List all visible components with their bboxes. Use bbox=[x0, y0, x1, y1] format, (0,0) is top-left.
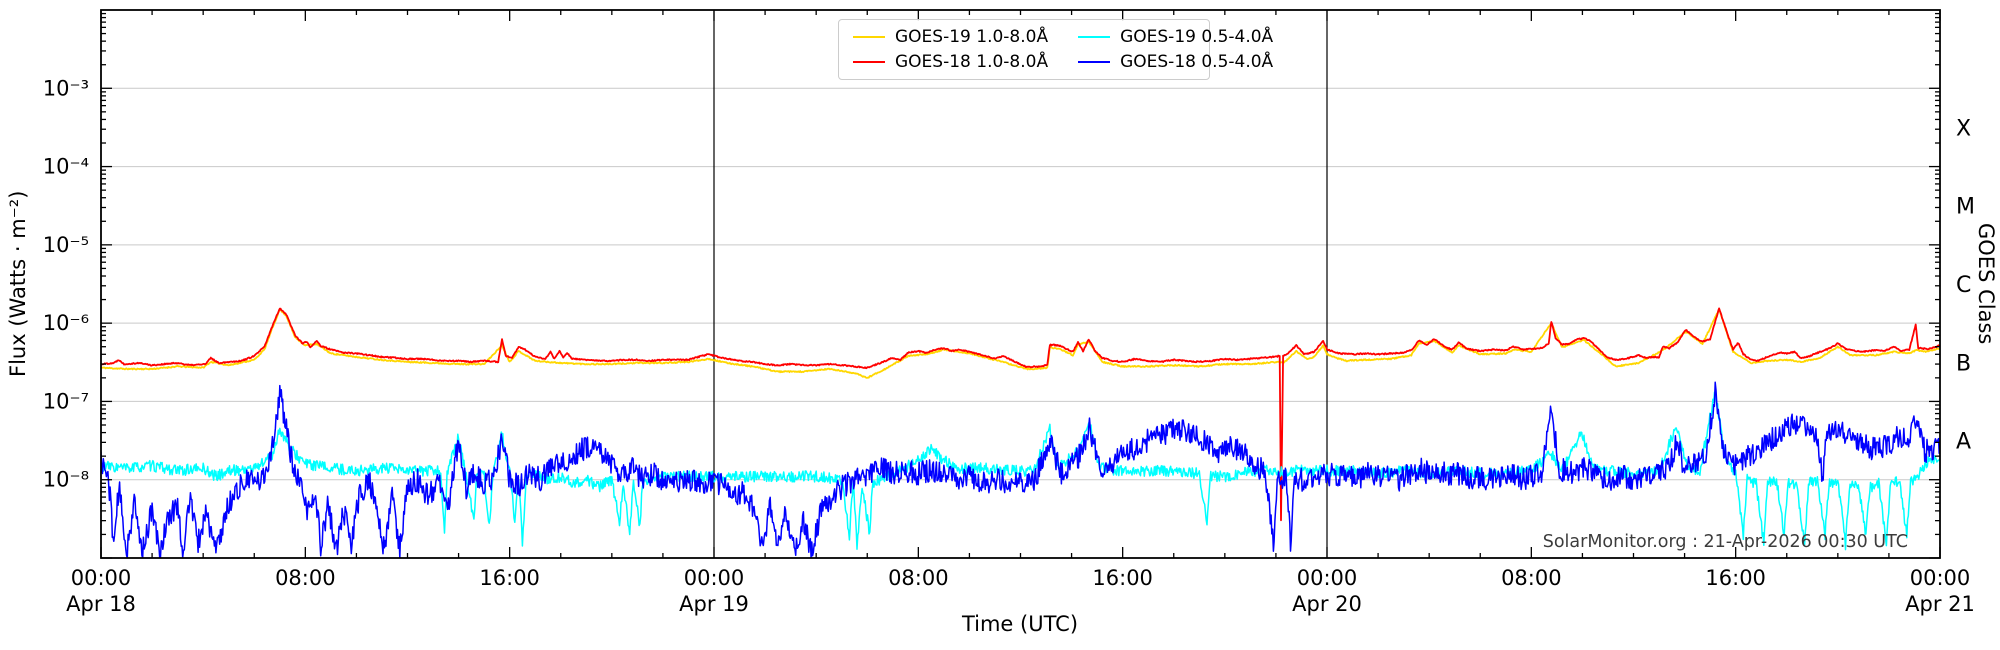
svg-text:B: B bbox=[1956, 351, 1971, 376]
svg-text:00:00: 00:00 bbox=[71, 566, 132, 590]
svg-text:16:00: 16:00 bbox=[1092, 566, 1153, 590]
svg-text:08:00: 08:00 bbox=[888, 566, 949, 590]
legend-line-swatch-goes19-short bbox=[1078, 35, 1111, 39]
svg-text:10⁻⁷: 10⁻⁷ bbox=[43, 389, 89, 413]
svg-text:10⁻³: 10⁻³ bbox=[43, 76, 89, 100]
legend-entry: GOES-18 0.5-4.0Å bbox=[1078, 51, 1273, 73]
goes-class-labels: X M C B A bbox=[1956, 116, 1975, 454]
date-label: Apr 20 bbox=[1292, 592, 1362, 616]
svg-text:A: A bbox=[1956, 430, 1971, 455]
series-line-GOES-19 1.0-8.0Å bbox=[101, 308, 1940, 379]
legend-label: GOES-18 1.0-8.0Å bbox=[895, 52, 1049, 72]
svg-text:10⁻⁴: 10⁻⁴ bbox=[43, 155, 89, 179]
y-axis-title: Flux (Watts · m⁻²) bbox=[6, 190, 30, 378]
legend-line-swatch-goes18-long bbox=[853, 60, 885, 64]
svg-text:C: C bbox=[1956, 273, 1971, 298]
svg-text:10⁻⁵: 10⁻⁵ bbox=[43, 233, 89, 257]
svg-text:10⁻⁶: 10⁻⁶ bbox=[43, 311, 89, 335]
y-axis-title-right: GOES Class bbox=[1974, 223, 1998, 345]
svg-text:16:00: 16:00 bbox=[1705, 566, 1766, 590]
svg-text:08:00: 08:00 bbox=[1501, 566, 1562, 590]
series-line-GOES-18 1.0-8.0Å bbox=[101, 307, 1940, 522]
series-lines bbox=[101, 307, 1940, 558]
legend-label: GOES-19 0.5-4.0Å bbox=[1120, 27, 1274, 47]
svg-text:00:00: 00:00 bbox=[1910, 566, 1971, 590]
axis-ticks bbox=[100, 10, 1941, 559]
svg-text:00:00: 00:00 bbox=[684, 566, 745, 590]
date-label: Apr 18 bbox=[66, 592, 136, 616]
svg-text:08:00: 08:00 bbox=[275, 566, 336, 590]
svg-text:16:00: 16:00 bbox=[479, 566, 540, 590]
y-tick-labels: 10⁻³ 10⁻⁴ 10⁻⁵ 10⁻⁶ 10⁻⁷ 10⁻⁸ bbox=[43, 76, 89, 491]
legend-label: GOES-19 1.0-8.0Å bbox=[895, 27, 1049, 47]
svg-text:00:00: 00:00 bbox=[1297, 566, 1358, 590]
svg-text:X: X bbox=[1956, 116, 1971, 141]
x-axis-title: Time (UTC) bbox=[961, 612, 1079, 636]
gridlines bbox=[101, 87, 1940, 481]
legend: GOES-19 1.0-8.0Å GOES-18 1.0-8.0Å GOES-1… bbox=[838, 19, 1273, 80]
legend-entry: GOES-18 1.0-8.0Å bbox=[853, 51, 1048, 73]
series-line-GOES-18 0.5-4.0Å bbox=[101, 381, 1940, 558]
watermark-text: SolarMonitor.org : 21-Apr-2026 00:30 UTC bbox=[1543, 532, 1908, 552]
date-label: Apr 19 bbox=[679, 592, 749, 616]
legend-entry: GOES-19 0.5-4.0Å bbox=[1078, 26, 1273, 48]
svg-text:10⁻⁸: 10⁻⁸ bbox=[43, 468, 89, 492]
legend-line-swatch-goes18-short bbox=[1078, 60, 1111, 64]
legend-label: GOES-18 0.5-4.0Å bbox=[1120, 52, 1274, 72]
legend-line-swatch-goes19-long bbox=[853, 35, 885, 39]
date-label: Apr 21 bbox=[1905, 592, 1975, 616]
series-line-GOES-19 0.5-4.0Å bbox=[101, 391, 1940, 551]
legend-entry: GOES-19 1.0-8.0Å bbox=[853, 26, 1048, 48]
svg-text:M: M bbox=[1956, 195, 1975, 220]
